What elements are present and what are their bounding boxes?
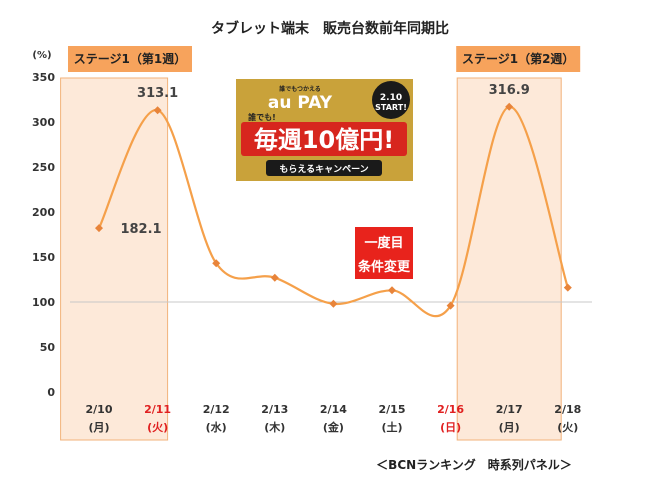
data-label-7: 316.9	[489, 83, 530, 98]
y-axis-unit: (%)	[32, 50, 51, 61]
y-tick-100: 100	[32, 296, 55, 309]
y-tick-200: 200	[32, 206, 55, 219]
ad-brand: au PAY	[268, 93, 333, 113]
badge-bg	[355, 227, 413, 279]
series-markers	[95, 102, 572, 310]
chart-title: タブレット端末 販売台数前年同期比	[211, 20, 449, 37]
badge-line1: 一度目	[364, 235, 403, 251]
x-label-day-2: (水)	[206, 420, 227, 434]
x-label-date-3: 2/13	[261, 403, 288, 416]
badge-line2: 条件変更	[358, 259, 411, 275]
x-label-date-6: 2/16	[437, 403, 464, 416]
ad-sub-bg	[266, 160, 382, 176]
marker-6	[446, 301, 455, 310]
x-label-date-1: 2/11	[144, 403, 171, 416]
condition-change-badge: 一度目 条件変更	[355, 227, 413, 279]
y-tick-300: 300	[32, 116, 55, 129]
series-line	[98, 105, 569, 318]
ad-prefix: 誰でも!	[248, 112, 276, 122]
stage-label-bg-2	[456, 46, 581, 72]
ad-headline: 毎週10億円!	[254, 126, 394, 154]
data-label-1: 313.1	[137, 86, 178, 101]
stage-shade-1	[60, 77, 169, 441]
marker-1	[153, 106, 162, 115]
ad-date: 2.10	[380, 93, 402, 103]
x-label-day-5: (土)	[381, 420, 402, 434]
y-axis: 0 50 100 150 200 250 300 350	[32, 71, 55, 399]
x-label-date-0: 2/10	[86, 403, 113, 416]
x-label-date-4: 2/14	[320, 403, 347, 416]
marker-8	[563, 283, 572, 292]
ad-headline-bg	[241, 122, 407, 156]
stage-shade-2	[456, 77, 562, 441]
x-label-day-4: (金)	[323, 420, 344, 434]
y-tick-0: 0	[47, 386, 55, 399]
x-label-day-8: (火)	[557, 421, 578, 434]
stage-labels: ステージ1（第1週） ステージ1（第2週）	[68, 46, 581, 72]
y-tick-50: 50	[40, 341, 56, 354]
ad-start: START!	[375, 103, 407, 112]
x-label-day-0: (月)	[88, 421, 109, 434]
x-label-date-5: 2/15	[379, 403, 406, 416]
y-tick-150: 150	[32, 251, 55, 264]
data-labels: 182.1 313.1 316.9	[120, 83, 529, 237]
footer-source: ＜BCNランキング 時系列パネル＞	[376, 457, 572, 472]
x-label-date-7: 2/17	[496, 403, 523, 416]
stage-label-2: ステージ1（第2週）	[462, 51, 574, 66]
y-tick-350: 350	[32, 71, 55, 84]
marker-4	[329, 299, 338, 308]
marker-0	[95, 224, 103, 233]
ad-tagline: 誰でもつかえる	[279, 85, 321, 93]
x-label-day-6: (日)	[440, 421, 461, 434]
marker-2	[212, 259, 221, 268]
x-axis: 2/10 (月) 2/11 (火) 2/12 (水) 2/13 (木) 2/14 (金) 2/15 (…	[86, 403, 582, 434]
au-pay-campaign-banner: 誰でもつかえる au PAY 2.10 START! 誰でも! 毎週10億円! …	[236, 79, 413, 181]
stage-label-bg-1	[68, 46, 192, 72]
x-label-date-8: 2/18	[554, 403, 581, 416]
x-label-date-2: 2/12	[203, 403, 230, 416]
stage-shades	[60, 77, 562, 441]
ad-sub: もらえるキャンペーン	[279, 164, 368, 175]
y-tick-250: 250	[32, 161, 55, 174]
marker-3	[270, 273, 279, 282]
x-label-day-1: (火)	[147, 421, 168, 434]
stage-label-1: ステージ1（第1週）	[74, 51, 186, 66]
ad-date-circle	[372, 81, 410, 119]
marker-5	[388, 286, 396, 295]
x-label-day-3: (木)	[264, 420, 285, 434]
marker-7	[505, 102, 514, 111]
x-label-day-7: (月)	[499, 421, 520, 434]
data-label-0: 182.1	[120, 222, 161, 237]
